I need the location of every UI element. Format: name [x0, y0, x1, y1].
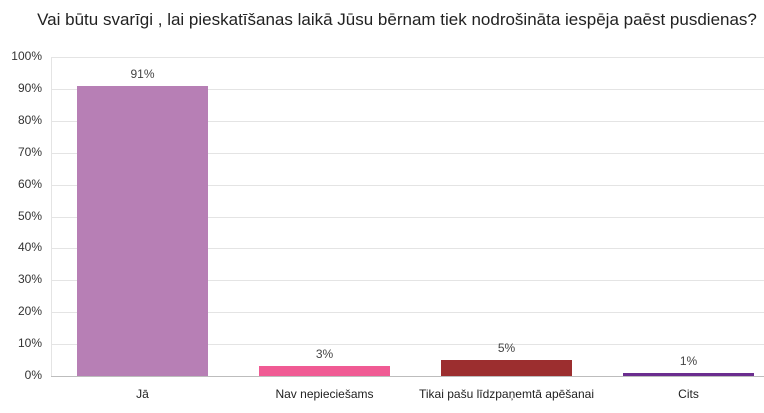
x-category-label: Tikai pašu līdzpaņemtā apēšanai: [419, 387, 594, 401]
gridline: [51, 88, 764, 90]
x-category-label: Nav nepieciešams: [275, 387, 374, 401]
y-tick-label: 80%: [17, 112, 42, 127]
y-tick-label: 100%: [11, 49, 42, 63]
bar[interactable]: [77, 85, 208, 376]
x-axis-line: [51, 376, 764, 377]
gridline: [51, 57, 764, 58]
x-category-label: Cits: [678, 387, 699, 401]
gridline: [51, 312, 764, 314]
plot-area: 91% 3% 5% 1%: [51, 57, 764, 377]
gridline: [51, 152, 764, 154]
gridline: [51, 184, 764, 186]
gridline: [51, 248, 764, 250]
y-tick-label: 20%: [17, 304, 42, 319]
bar[interactable]: [259, 366, 390, 376]
y-tick-label: 70%: [17, 144, 42, 159]
bar[interactable]: [441, 360, 572, 376]
gridline: [51, 344, 764, 346]
bar-value-label: 1%: [679, 353, 698, 368]
bar-value-label: 5%: [497, 341, 516, 356]
y-tick-label: 10%: [17, 336, 42, 351]
x-category-label: Jā: [136, 387, 149, 401]
y-tick-label: 30%: [17, 272, 42, 287]
y-tick-label: 0%: [24, 368, 42, 382]
gridline: [51, 120, 764, 122]
chart-title: Vai būtu svarīgi , lai pieskatīšanas lai…: [37, 10, 757, 29]
y-tick-label: 60%: [17, 176, 42, 191]
y-tick-label: 40%: [17, 240, 42, 255]
y-tick-label: 50%: [17, 208, 42, 223]
y-tick-label: 90%: [17, 80, 42, 95]
bar-value-label: 3%: [315, 347, 334, 362]
bar-value-label: 91%: [130, 66, 155, 81]
gridline: [51, 216, 764, 218]
gridline: [51, 280, 764, 282]
bar[interactable]: [623, 372, 754, 376]
